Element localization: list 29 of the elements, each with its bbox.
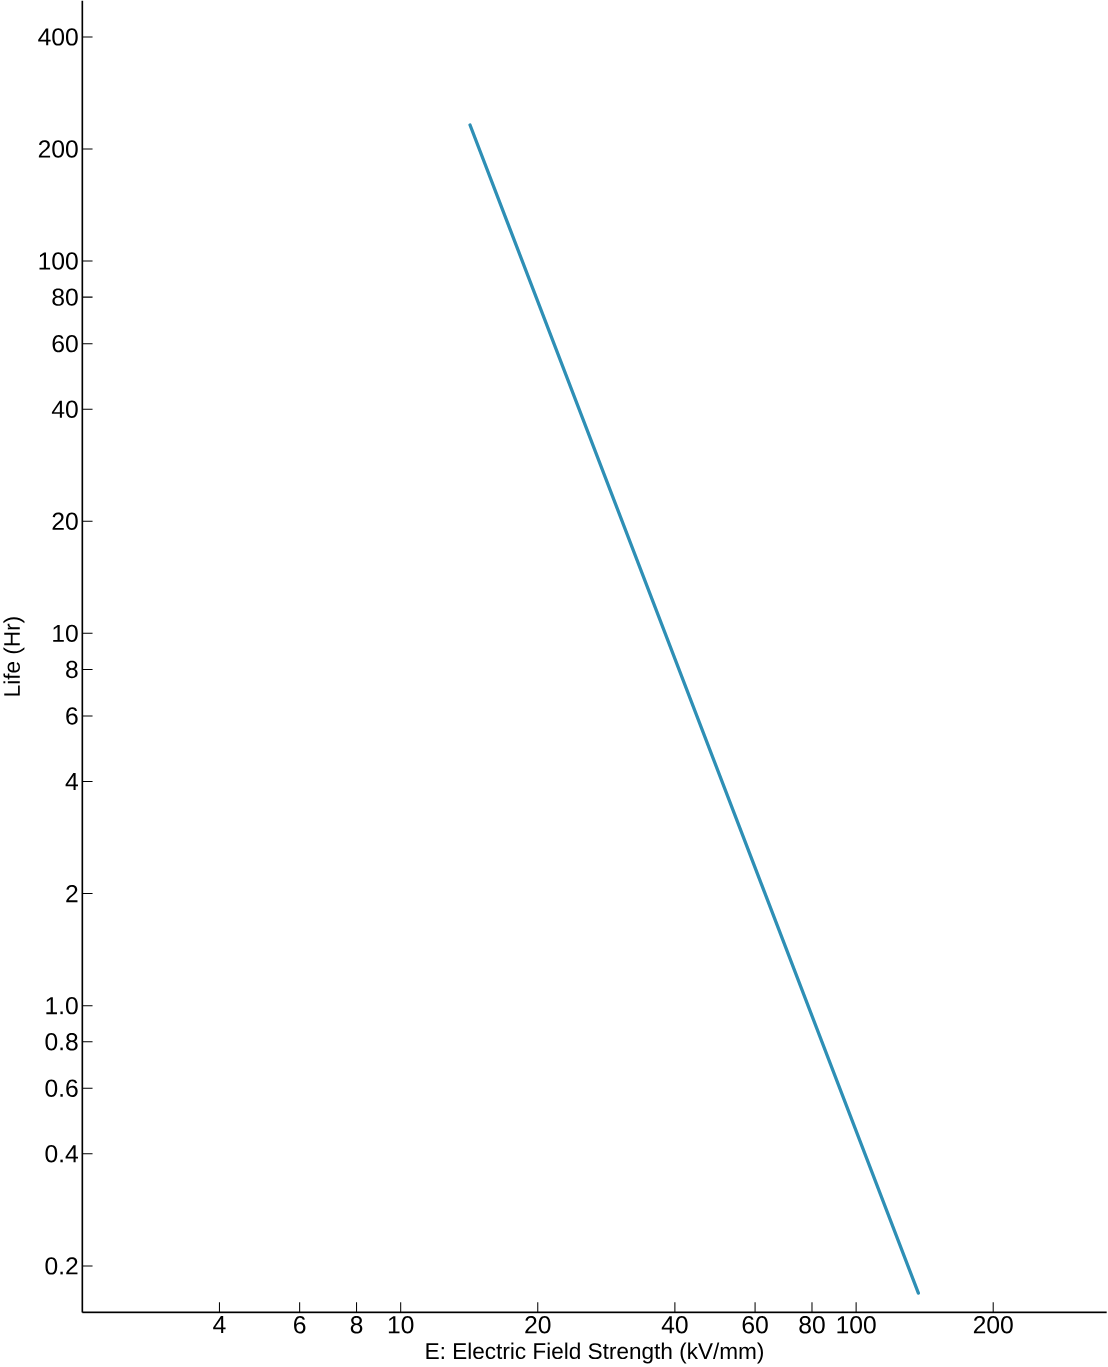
y-tick-label: 1.0 xyxy=(46,996,78,1015)
y-tick-label: 20 xyxy=(52,512,78,531)
y-tick-label: 80 xyxy=(52,288,78,306)
y-tick-label: 200 xyxy=(39,140,78,158)
y-tick-label: 0.2 xyxy=(45,1257,78,1275)
x-tick-label: 6 xyxy=(294,1316,306,1334)
y-tick-label: 10 xyxy=(53,624,78,643)
x-tick-label: 80 xyxy=(799,1316,825,1334)
y-tick-label: 100 xyxy=(39,252,78,270)
y-tick-label: 0.4 xyxy=(45,1145,79,1163)
y-tick-label: 60 xyxy=(52,334,78,353)
x-axis-title: E: Electric Field Strength (kV/mm) xyxy=(426,1342,764,1364)
y-tick-label: 2 xyxy=(66,885,78,903)
x-tick-label: 60 xyxy=(742,1316,769,1334)
x-tick-label: 10 xyxy=(389,1316,414,1334)
y-tick-label: 4 xyxy=(65,773,79,790)
y-tick-label: 0.8 xyxy=(45,1033,78,1051)
y-tick-label: 6 xyxy=(66,707,78,725)
x-tick-label: 8 xyxy=(351,1316,363,1334)
y-tick-label: 0.6 xyxy=(45,1079,78,1097)
y-tick-label: 40 xyxy=(52,400,78,418)
x-tick-label: 4 xyxy=(213,1316,226,1333)
y-tick-label: 8 xyxy=(66,660,78,679)
y-axis-title: Life (Hr) xyxy=(3,617,25,696)
y-tick-label: 400 xyxy=(38,28,78,46)
x-tick-label: 100 xyxy=(837,1316,876,1334)
x-tick-label: 200 xyxy=(974,1316,1014,1334)
x-tick-label: 40 xyxy=(662,1316,688,1334)
x-tick-label: 20 xyxy=(525,1316,551,1334)
